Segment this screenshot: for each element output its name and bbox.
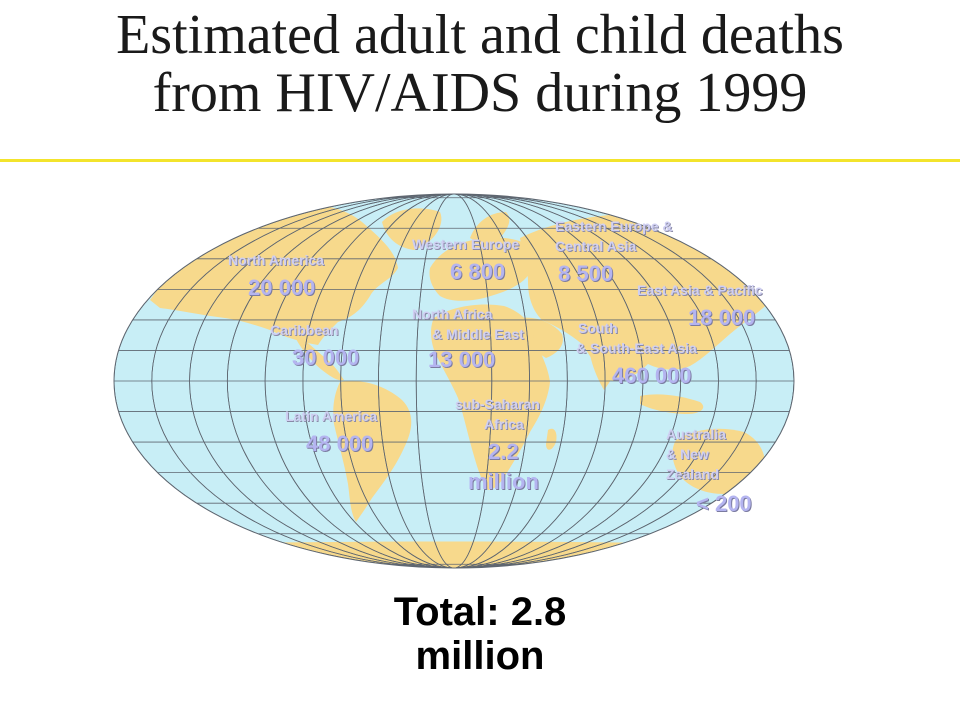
landmass-europe (429, 237, 538, 301)
landmass-india (590, 340, 620, 390)
landmass-madagascar (546, 428, 557, 450)
value-western-europe: 6 800 (450, 259, 506, 284)
value-south-south-east-asia: 460 000 (612, 363, 692, 388)
title-underline-rule (0, 159, 960, 162)
landmass-central-america (292, 330, 344, 381)
label-eastern-europe-line-1: Eastern Europe & (555, 218, 673, 234)
landmass-africa (431, 304, 550, 490)
label-eastern-europe-line-2: Central Asia (555, 238, 637, 254)
total-deaths: Total: 2.8 million (300, 590, 660, 678)
label-sub-saharan-line-1: sub-Saharan (455, 396, 540, 412)
label-south-asia-line-2: & South-East Asia (576, 340, 697, 356)
label-australia-line-2: & New (666, 446, 709, 462)
landmass-japan (734, 298, 751, 326)
landmass-scandinavia (470, 212, 510, 243)
label-north-america: North America (228, 252, 324, 268)
label-sub-saharan-line-2: Africa (484, 416, 524, 432)
value-latin-america: 48 000 (306, 431, 374, 456)
value-east-asia-pacific: 18 000 (688, 305, 756, 330)
label-western-europe: Western Europe (412, 236, 520, 252)
landmass-australia (672, 428, 766, 494)
label-latin-america: Latin America (285, 408, 378, 424)
label-south-asia-line-1: South (578, 320, 618, 336)
landmass-south-america (333, 380, 412, 522)
value-eastern-europe-central-asia: 8 500 (558, 261, 614, 286)
total-line-1: Total: 2.8 (393, 590, 567, 634)
value-sub-saharan-line-1: 2.2 (488, 439, 519, 464)
landmass-antarctica (114, 541, 794, 568)
landmass-new-zealand (776, 492, 787, 512)
value-north-africa-middle-east: 13 000 (428, 347, 496, 372)
label-australia-line-1: Australia (666, 426, 726, 442)
value-caribbean: 30 000 (292, 345, 360, 370)
graticule (114, 194, 794, 568)
label-north-africa-line-2: & Middle East (432, 326, 524, 342)
value-sub-saharan-line-2: million (468, 469, 539, 494)
title-line-1: Estimated adult and child deaths (116, 4, 844, 66)
total-line-2: million (415, 634, 545, 678)
landmass-indonesia (640, 394, 704, 414)
label-north-africa-line-1: North Africa (412, 306, 493, 322)
map-outline (113, 193, 795, 569)
value-australia-new-zealand: < 200 (696, 491, 752, 516)
title-line-2: from HIV/AIDS during 1999 (152, 62, 808, 124)
label-east-asia-pacific: East Asia & Pacific (637, 282, 763, 298)
value-north-america: 20 000 (248, 275, 316, 300)
label-australia-line-3: Zealand (666, 466, 719, 482)
landmass-greenland (382, 208, 442, 250)
slide-title: Estimated adult and child deaths from HI… (0, 6, 960, 122)
label-caribbean: Caribbean (270, 322, 339, 338)
